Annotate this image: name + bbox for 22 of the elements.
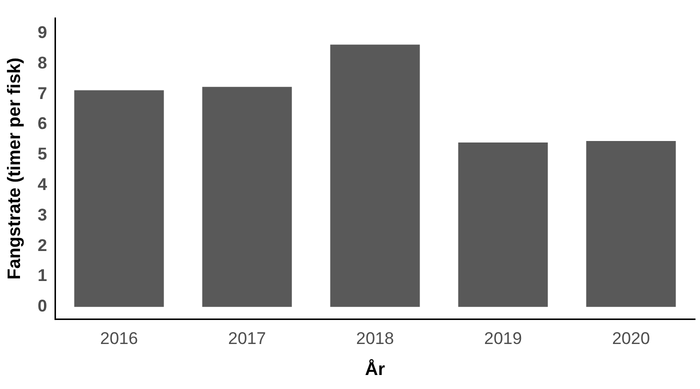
bar: [74, 90, 164, 307]
bar: [330, 44, 420, 307]
y-tick-label: 3: [38, 205, 48, 224]
y-tick-label: 5: [38, 144, 48, 164]
x-tick-label: 2019: [484, 328, 522, 348]
x-tick-label: 2018: [356, 328, 394, 348]
y-tick-label: 1: [38, 266, 48, 286]
bar: [586, 140, 676, 307]
y-tick-label: 2: [38, 236, 48, 255]
y-tick-label: 7: [38, 84, 48, 103]
y-tick-label: 4: [38, 175, 48, 194]
bar: [458, 142, 548, 307]
x-tick-label: 2017: [228, 328, 266, 348]
bar: [202, 86, 292, 307]
y-tick-label: 6: [38, 114, 48, 134]
x-tick-label: 2016: [100, 328, 138, 348]
y-axis-title: Fangstrate (timer per fisk): [4, 58, 24, 280]
x-axis-title: År: [365, 359, 386, 380]
y-tick-label: 0: [38, 296, 48, 316]
y-tick-label: 8: [38, 53, 48, 72]
x-tick-label: 2020: [612, 328, 650, 348]
y-tick-label: 9: [38, 23, 48, 42]
